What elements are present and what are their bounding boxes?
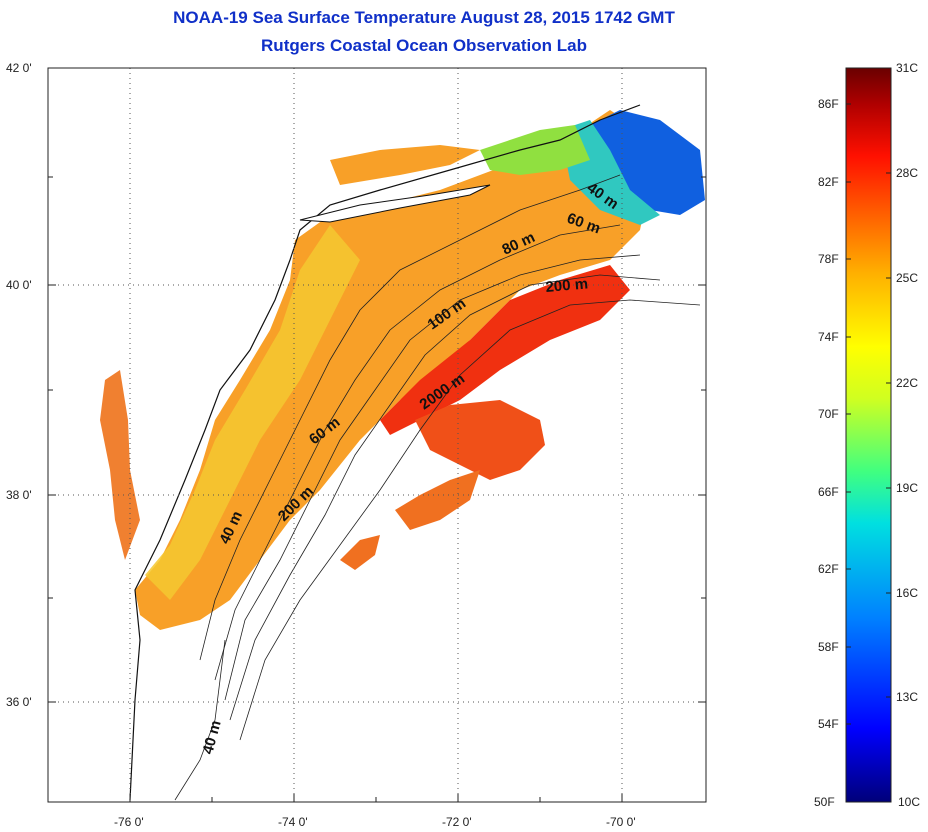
cb-f-78: 78F	[818, 252, 839, 266]
cb-f-70: 70F	[818, 407, 839, 421]
colorbar: 86F 82F 78F 74F 70F 66F 62F 58F 54F 50F …	[814, 61, 920, 809]
coastline-mid-atlantic	[129, 104, 641, 801]
lat-label-42: 42 0'	[6, 61, 32, 75]
lon-label-72: -72 0'	[442, 815, 472, 829]
lat-label-40: 40 0'	[6, 278, 32, 292]
cb-c-22: 22C	[896, 376, 918, 390]
map-frame	[47, 67, 707, 803]
contour-60m	[214, 224, 621, 681]
contour-200m	[229, 274, 661, 721]
cb-c-19: 19C	[896, 481, 918, 495]
sst-patch-orange-offshore	[395, 470, 480, 530]
colorbar-gradient	[845, 67, 892, 803]
map-ticks	[48, 67, 706, 802]
sst-green-band	[480, 125, 590, 175]
cb-f-82: 82F	[818, 175, 839, 189]
sst-long-island-sound	[330, 145, 480, 185]
coastline-long-island	[299, 184, 491, 223]
lat-label-38: 38 0'	[6, 488, 32, 502]
cb-f-66: 66F	[818, 485, 839, 499]
sst-swath-main	[135, 110, 650, 630]
contour-label-40m-south: 40 m	[199, 719, 224, 756]
cb-f-54: 54F	[818, 717, 839, 731]
cb-c-16: 16C	[896, 586, 918, 600]
cb-c-25: 25C	[896, 271, 918, 285]
cb-c-28: 28C	[896, 166, 918, 180]
cb-f-62: 62F	[818, 562, 839, 576]
cb-f-58: 58F	[818, 640, 839, 654]
contour-label-200m-north: 200 m	[545, 275, 589, 296]
cb-c-13: 13C	[896, 690, 918, 704]
map-title: NOAA-19 Sea Surface Temperature August 2…	[173, 8, 675, 27]
sst-chesapeake	[100, 370, 140, 560]
contour-hatteras	[174, 639, 226, 801]
sst-patch-red-offshore	[415, 400, 545, 480]
lon-label-74: -74 0'	[278, 815, 308, 829]
sst-cool-water	[560, 120, 660, 225]
lon-label-70: -70 0'	[606, 815, 636, 829]
map-plot-area: 42 0' 40 0' 38 0' 36 0' -76 0' -74 0' -7…	[6, 61, 707, 829]
cb-f-86: 86F	[818, 97, 839, 111]
contour-40m	[199, 174, 621, 661]
sst-patch-orange-small	[340, 535, 380, 570]
contour-2000m	[239, 299, 701, 741]
sst-swath-red	[380, 265, 630, 435]
cb-c-10: 10C	[898, 795, 920, 809]
lat-label-36: 36 0'	[6, 695, 32, 709]
lon-label-76: -76 0'	[114, 815, 144, 829]
contour-80m	[224, 254, 641, 701]
cb-f-74: 74F	[818, 330, 839, 344]
cb-f-50: 50F	[814, 795, 835, 809]
sst-swath-yellow	[145, 225, 360, 600]
map-subtitle: Rutgers Coastal Ocean Observation Lab	[261, 36, 587, 55]
cb-c-31: 31C	[896, 61, 918, 75]
